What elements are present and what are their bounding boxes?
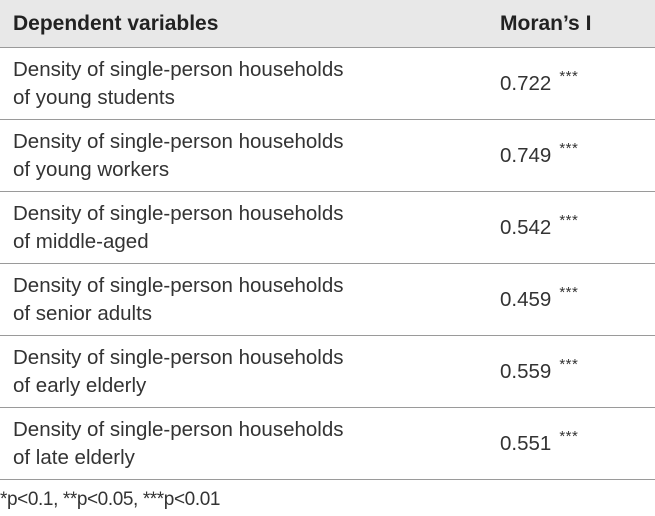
row-significance: *** bbox=[559, 428, 579, 445]
row-variable-line1: Density of single-person households bbox=[13, 274, 344, 297]
morans-i-table: Dependent variables Moran’s I Density of… bbox=[0, 0, 655, 480]
row-variable: Density of single-person households of e… bbox=[0, 343, 486, 400]
row-value: 0.749 bbox=[500, 143, 552, 167]
row-variable: Density of single-person households of s… bbox=[0, 271, 486, 328]
table-row: Density of single-person households of m… bbox=[0, 192, 655, 264]
row-variable: Density of single-person households of y… bbox=[0, 55, 486, 112]
row-significance: *** bbox=[559, 140, 579, 157]
row-variable-line1: Density of single-person households bbox=[13, 58, 344, 81]
row-significance: *** bbox=[559, 284, 579, 301]
row-value: 0.542 bbox=[500, 215, 552, 239]
row-variable-line1: Density of single-person households bbox=[13, 202, 344, 225]
row-variable-line2: of young workers bbox=[13, 158, 170, 181]
row-value-cell: 0.559 *** bbox=[486, 356, 655, 384]
significance-note: *p<0.1, **p<0.05, ***p<0.01 bbox=[0, 489, 221, 510]
row-significance: *** bbox=[559, 68, 579, 85]
header-dependent-variables: Dependent variables bbox=[13, 11, 219, 35]
row-variable-line2: of young students bbox=[13, 86, 175, 109]
row-variable-line2: of middle-aged bbox=[13, 230, 149, 253]
table-row: Density of single-person households of s… bbox=[0, 264, 655, 336]
row-variable-line1: Density of single-person households bbox=[13, 346, 344, 369]
row-value: 0.459 bbox=[500, 287, 552, 311]
row-value: 0.551 bbox=[500, 431, 552, 455]
row-value-cell: 0.551 *** bbox=[486, 428, 655, 456]
row-variable-line1: Density of single-person households bbox=[13, 418, 344, 441]
row-value: 0.559 bbox=[500, 359, 552, 383]
row-value: 0.722 bbox=[500, 71, 552, 95]
row-value-cell: 0.459 *** bbox=[486, 284, 655, 312]
table-row: Density of single-person households of e… bbox=[0, 336, 655, 408]
table-row: Density of single-person households of l… bbox=[0, 408, 655, 480]
row-value-cell: 0.722 *** bbox=[486, 68, 655, 96]
row-variable-line1: Density of single-person households bbox=[13, 130, 344, 153]
header-morans-i: Moran’s I bbox=[500, 11, 592, 35]
row-value-cell: 0.542 *** bbox=[486, 212, 655, 240]
row-significance: *** bbox=[559, 212, 579, 229]
row-variable: Density of single-person households of y… bbox=[0, 127, 486, 184]
row-significance: *** bbox=[559, 356, 579, 373]
row-variable-line2: of late elderly bbox=[13, 446, 135, 469]
row-variable: Density of single-person households of l… bbox=[0, 415, 486, 472]
table-row: Density of single-person households of y… bbox=[0, 120, 655, 192]
row-variable-line2: of early elderly bbox=[13, 374, 147, 397]
table-row: Density of single-person households of y… bbox=[0, 48, 655, 120]
row-variable-line2: of senior adults bbox=[13, 302, 153, 325]
row-variable: Density of single-person households of m… bbox=[0, 199, 486, 256]
table-header: Dependent variables Moran’s I bbox=[0, 0, 655, 48]
row-value-cell: 0.749 *** bbox=[486, 140, 655, 168]
